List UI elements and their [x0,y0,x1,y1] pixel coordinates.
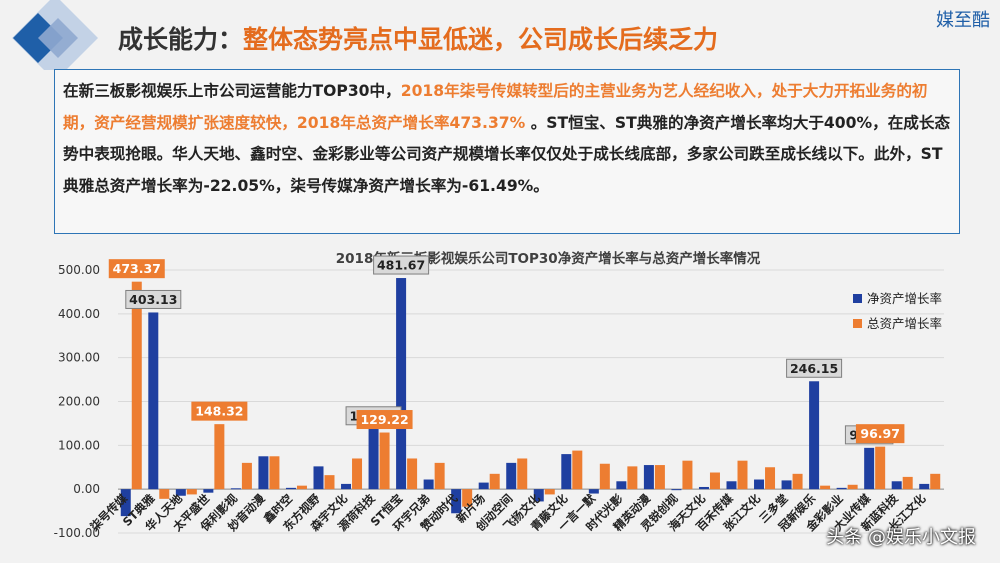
net-asset-bar [285,487,296,490]
total-asset-bar [847,484,858,490]
summary-part-3: 。ST恒宝、ST典雅的净资产增长率均大于400%，在成长态势中表现抢眼。华人天地… [63,113,951,195]
data-label-box [356,410,413,430]
net-asset-bar [919,483,930,490]
legend-swatch-net [853,294,862,303]
total-asset-bar [489,473,500,490]
total-asset-bar [517,458,528,490]
y-tick-label: 400.00 [58,307,100,321]
net-asset-bar [451,489,462,514]
y-tick-label: 300.00 [58,351,100,365]
total-asset-bar [296,485,307,490]
net-asset-bar [616,481,627,490]
data-label: 148.32 [195,404,243,419]
title-prefix: 成长能力： [118,25,244,54]
title-main: 整体态势亮点中显低迷，公司成长后续乏力 [243,25,719,54]
net-asset-bar [313,466,324,490]
net-asset-bar [341,483,352,490]
total-asset-bar [875,446,886,490]
data-label-box [373,255,430,275]
net-asset-bar [230,488,241,490]
total-asset-bar [407,458,418,490]
data-label-box [786,358,843,378]
total-asset-bar [930,473,941,490]
total-asset-bar [462,489,473,507]
net-asset-bar [478,482,489,490]
legend-label: 总资产增长率 [867,316,942,331]
logo-diamonds [12,0,98,70]
total-asset-bar [902,476,913,490]
y-tick-label: 200.00 [58,395,100,409]
total-asset-bar [379,432,390,490]
net-asset-bar [588,489,599,494]
net-asset-bar [836,487,847,490]
total-asset-bar [792,473,803,490]
net-asset-bar [533,489,544,502]
data-label: 96.97 [860,426,900,441]
brand-name: 媒至酷 [936,10,990,31]
total-asset-bar [131,281,142,490]
data-label-box [855,424,905,444]
net-asset-bar [809,381,820,490]
total-asset-bar [214,424,225,490]
growth-rate-chart: 2018年新三板影视娱乐公司TOP30净资产增长率与总资产增长率情况 -100.0… [54,250,944,540]
total-asset-bar [159,489,170,499]
net-asset-bar [561,454,572,490]
total-asset-bar [737,460,748,490]
net-asset-bar [698,486,709,490]
total-asset-bar [434,462,445,490]
total-asset-bar [352,458,363,490]
total-asset-bar [709,472,720,490]
net-asset-bar [203,489,214,493]
total-asset-bar [627,466,638,490]
page-title: 成长能力：整体态势亮点中显低迷，公司成长后续乏力 [118,20,718,56]
data-label-box [191,401,248,421]
data-label: 129.22 [360,412,408,427]
net-asset-bar [891,481,902,490]
net-asset-bar [423,479,434,490]
total-asset-bar [241,462,252,490]
data-label: 246.15 [790,361,838,376]
total-asset-bar [186,489,197,495]
y-tick-label: 100.00 [58,438,100,452]
y-tick-label: -100.00 [54,526,100,540]
net-asset-bar [148,312,159,490]
summary-textbox: 在新三板影视娱乐上市公司运营能力TOP30中，2018年柒号传媒转型后的主营业务… [54,69,960,234]
chart-title: 2018年新三板影视娱乐公司TOP30净资产增长率与总资产增长率情况 [336,250,761,267]
total-asset-bar [544,489,555,495]
data-label-box [108,259,165,279]
data-label: 481.67 [377,258,425,273]
data-label: 473.37 [113,261,161,276]
net-asset-bar [120,489,131,517]
total-asset-bar [324,475,335,490]
data-label: 403.13 [129,292,177,307]
watermark: 头条 @娱乐小文报 [826,527,976,548]
summary-paragraph: 在新三板影视娱乐上市公司运营能力TOP30中，2018年柒号传媒转型后的主营业务… [63,76,951,202]
net-asset-bar [781,480,792,490]
summary-part-1: 在新三板影视娱乐上市公司运营能力TOP30中， [63,82,401,100]
net-asset-bar [175,489,186,496]
net-asset-bar [396,278,407,490]
summary-highlight: 2018年柒号传媒转型后的主营业务为艺人经纪收入，处于大力开拓业务的初期，资产经… [63,82,928,132]
y-tick-label: 500.00 [58,263,100,277]
total-asset-bar [599,463,610,490]
legend-swatch-total [853,319,862,328]
net-asset-bar [754,479,765,490]
legend-label: 净资产增长率 [867,291,942,306]
y-tick-label: 0.00 [73,482,100,496]
net-asset-bar [258,456,269,490]
net-asset-bar [506,462,517,490]
net-asset-bar [368,428,379,490]
net-asset-bar [864,447,875,490]
total-asset-bar [682,460,693,490]
total-asset-bar [654,465,665,490]
net-asset-bar [671,489,682,491]
total-asset-bar [572,450,583,490]
data-label-box [125,289,182,309]
total-asset-bar [820,485,831,490]
net-asset-bar [643,465,654,490]
total-asset-bar [269,456,280,490]
total-asset-bar [765,467,776,490]
net-asset-bar [726,481,737,490]
